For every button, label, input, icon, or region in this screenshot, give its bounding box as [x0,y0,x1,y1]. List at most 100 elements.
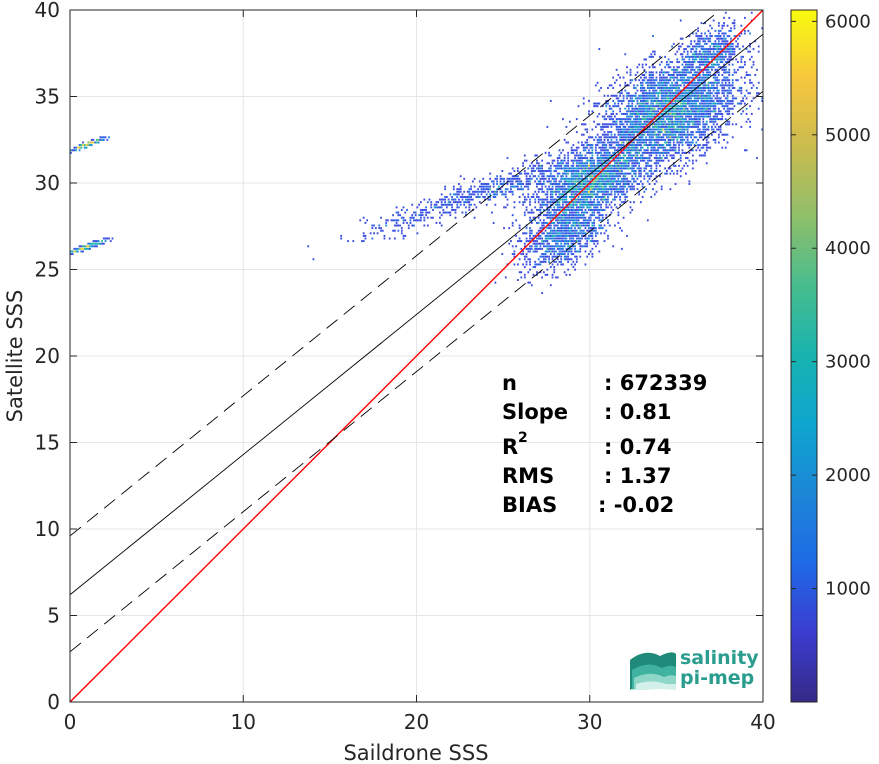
density-cell [698,50,701,53]
density-cell [463,177,466,180]
density-cell [577,232,580,235]
density-cell [626,66,628,69]
density-cell [728,110,731,113]
density-cell [665,118,668,121]
density-cell [698,144,701,147]
density-cell [534,250,537,253]
density-cell [610,141,613,144]
density-cell [560,180,563,183]
density-cell [567,227,570,230]
density-cell [529,229,531,232]
density-cell [646,86,649,89]
density-cell [685,63,687,66]
density-cell [619,146,622,149]
density-cell [639,84,642,87]
density-cell [603,157,606,160]
density-cell [560,253,563,256]
density-cell [645,120,647,123]
density-cell [593,214,596,217]
density-cell [369,232,372,235]
density-cell [730,99,732,102]
density-cell [659,92,661,95]
density-cell [688,99,691,102]
density-cell [617,118,620,121]
density-cell [577,172,580,175]
density-cell [594,172,597,175]
density-cell [678,125,680,128]
density-cell [600,167,602,170]
density-cell [601,157,604,160]
density-cell [413,219,415,222]
density-cell [686,144,689,147]
density-cell [662,92,665,95]
density-cell [581,234,583,237]
density-cell [598,211,601,214]
density-cell [681,144,684,147]
density-cell [546,195,549,198]
density-cell [605,133,608,136]
density-cell [724,55,727,58]
density-cell [560,237,563,240]
density-cell [695,45,698,48]
density-cell [546,245,549,248]
density-cell [691,55,694,58]
density-cell [685,94,687,97]
density-cell [697,68,699,71]
density-cell [541,170,544,173]
density-cell [94,242,97,245]
density-cell [542,240,545,243]
density-cell [548,162,550,165]
density-cell [487,185,490,188]
density-cell [97,141,100,144]
density-cell [620,151,623,154]
density-cell [629,110,632,113]
density-cell [702,99,705,102]
density-cell [548,237,550,240]
density-cell [607,123,609,126]
density-cell [473,185,476,188]
density-cell [719,55,722,58]
density-cell [648,133,651,136]
density-cell [723,84,725,87]
density-cell [541,206,544,209]
density-cell [447,198,450,201]
density-cell [541,185,544,188]
density-cell [570,240,573,243]
density-cell [532,170,535,173]
density-cell [400,216,403,219]
density-cell [683,133,686,136]
density-cell [440,198,443,201]
density-cell [579,175,582,178]
density-cell [669,112,672,115]
density-cell [624,131,627,134]
density-cell [555,219,557,222]
density-cell [733,48,736,51]
density-cell [605,102,608,105]
density-cell [645,115,647,118]
density-cell [572,190,575,193]
density-cell [627,84,630,87]
density-cell [631,128,634,131]
density-cell [563,170,566,173]
density-cell [648,136,651,139]
density-cell [525,255,528,258]
density-cell [650,167,653,170]
density-cell [570,172,573,175]
density-cell [643,102,646,105]
density-cell [614,172,616,175]
density-cell [601,172,604,175]
density-cell [558,167,561,170]
density-cell [683,128,686,131]
density-cell [731,45,734,48]
density-cell [641,105,644,108]
density-cell [518,224,521,227]
density-cell [574,177,576,180]
density-cell [577,224,580,227]
density-cell [724,71,727,74]
density-cell [704,154,706,157]
density-cell [672,112,675,115]
density-cell [605,190,608,193]
density-cell [735,45,738,48]
density-cell [615,97,618,100]
density-cell [633,128,635,131]
